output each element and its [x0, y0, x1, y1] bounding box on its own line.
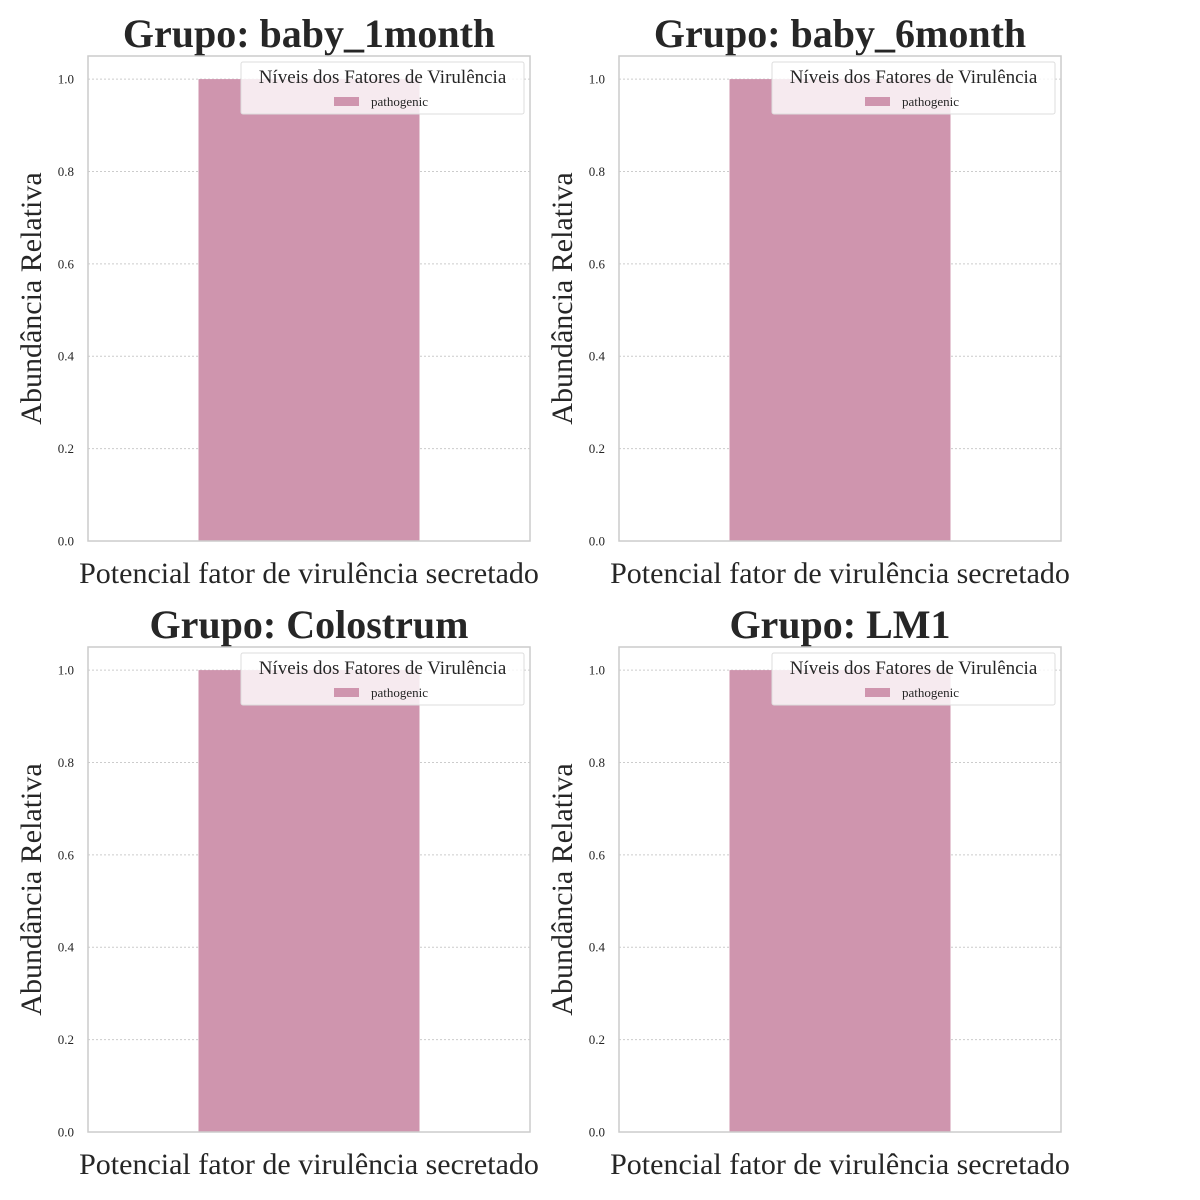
- chart-title: Grupo: LM1: [729, 602, 950, 647]
- legend: Níveis dos Fatores de Virulência pathoge…: [771, 61, 1056, 115]
- y-tick-label: 0.4: [58, 349, 75, 364]
- legend: Níveis dos Fatores de Virulência pathoge…: [240, 652, 525, 706]
- y-tick-label: 0.8: [58, 755, 74, 770]
- y-tick-labels: 0.0 0.2 0.4 0.6 0.8 1.0: [589, 663, 606, 1140]
- legend-entry-pathogenic: pathogenic: [902, 685, 959, 700]
- y-axis-label: Abundância Relativa: [15, 763, 48, 1015]
- legend-swatch-pathogenic: [865, 688, 890, 697]
- legend-swatch-pathogenic: [334, 688, 359, 697]
- bars: [198, 670, 420, 1132]
- y-axis-label: Abundância Relativa: [546, 172, 579, 424]
- y-tick-label: 0.0: [58, 1125, 74, 1140]
- plot-frame: [618, 55, 1062, 542]
- chart-panel-baby-6month: Grupo: baby_6month 0.0 0.2 0.4 0.6 0.8 1.0 Ab…: [546, 11, 1070, 590]
- legend-entry-pathogenic: pathogenic: [371, 94, 428, 109]
- y-tick-label: 0.2: [589, 1032, 605, 1047]
- bars: [198, 79, 420, 541]
- y-tick-label: 0.6: [589, 256, 606, 271]
- y-tick-label: 0.8: [58, 164, 74, 179]
- bar-pathogenic: [198, 79, 420, 541]
- y-tick-label: 0.6: [58, 847, 75, 862]
- y-tick-label: 0.8: [589, 164, 605, 179]
- y-tick-labels: 0.0 0.2 0.4 0.6 0.8 1.0: [58, 72, 75, 549]
- y-tick-label: 0.4: [589, 940, 606, 955]
- x-axis-label: Potencial fator de virulência secretado: [610, 557, 1070, 590]
- chart-title: Grupo: Colostrum: [150, 602, 469, 647]
- y-tick-label: 0.0: [589, 1125, 605, 1140]
- chart-panel-colostrum: Grupo: Colostrum 0.0 0.2 0.4 0.6 0.8 1.0 Abun…: [15, 602, 539, 1181]
- y-tick-label: 0.0: [589, 534, 605, 549]
- plot-frame: [87, 646, 531, 1133]
- legend-box: [240, 61, 525, 115]
- legend-entry-pathogenic: pathogenic: [371, 685, 428, 700]
- legend-entry-pathogenic: pathogenic: [902, 94, 959, 109]
- bars: [729, 670, 951, 1132]
- plot-frame: [618, 646, 1062, 1133]
- y-tick-label: 0.4: [589, 349, 606, 364]
- y-tick-label: 0.2: [58, 441, 74, 456]
- y-tick-label: 0.2: [589, 441, 605, 456]
- x-axis-label: Potencial fator de virulência secretado: [79, 557, 539, 590]
- y-tick-label: 1.0: [58, 663, 74, 678]
- legend-box: [771, 61, 1056, 115]
- bar-pathogenic: [729, 79, 951, 541]
- y-axis-label: Abundância Relativa: [15, 172, 48, 424]
- legend-title: Níveis dos Fatores de Virulência: [790, 67, 1038, 88]
- y-tick-label: 0.2: [58, 1032, 74, 1047]
- bars: [729, 79, 951, 541]
- y-tick-label: 0.6: [589, 847, 606, 862]
- legend-title: Níveis dos Fatores de Virulência: [259, 67, 507, 88]
- bar-pathogenic: [198, 670, 420, 1132]
- legend-swatch-pathogenic: [865, 97, 890, 106]
- chart-title: Grupo: baby_6month: [654, 11, 1026, 56]
- bar-pathogenic: [729, 670, 951, 1132]
- y-tick-label: 1.0: [589, 72, 605, 87]
- legend-swatch-pathogenic: [334, 97, 359, 106]
- chart-panel-baby-1month: Grupo: baby_1month 0.0 0.2 0.4 0.6 0.8 1.0 Ab…: [15, 11, 539, 590]
- y-tick-label: 0.4: [58, 940, 75, 955]
- x-axis-label: Potencial fator de virulência secretado: [610, 1148, 1070, 1181]
- y-tick-labels: 0.0 0.2 0.4 0.6 0.8 1.0: [58, 663, 75, 1140]
- y-axis-label: Abundância Relativa: [546, 763, 579, 1015]
- y-tick-label: 1.0: [58, 72, 74, 87]
- legend: Níveis dos Fatores de Virulência pathoge…: [771, 652, 1056, 706]
- y-tick-labels: 0.0 0.2 0.4 0.6 0.8 1.0: [589, 72, 606, 549]
- legend-box: [240, 652, 525, 706]
- plot-frame: [87, 55, 531, 542]
- y-tick-label: 0.6: [58, 256, 75, 271]
- y-tick-label: 0.8: [589, 755, 605, 770]
- legend-box: [771, 652, 1056, 706]
- chart-panel-lm1: Grupo: LM1 0.0 0.2 0.4 0.6 0.8 1.0 Abundância…: [546, 602, 1070, 1181]
- legend-title: Níveis dos Fatores de Virulência: [790, 658, 1038, 679]
- legend: Níveis dos Fatores de Virulência pathoge…: [240, 61, 525, 115]
- y-tick-label: 0.0: [58, 534, 74, 549]
- legend-title: Níveis dos Fatores de Virulência: [259, 658, 507, 679]
- chart-title: Grupo: baby_1month: [123, 11, 495, 56]
- x-axis-label: Potencial fator de virulência secretado: [79, 1148, 539, 1181]
- y-tick-label: 1.0: [589, 663, 605, 678]
